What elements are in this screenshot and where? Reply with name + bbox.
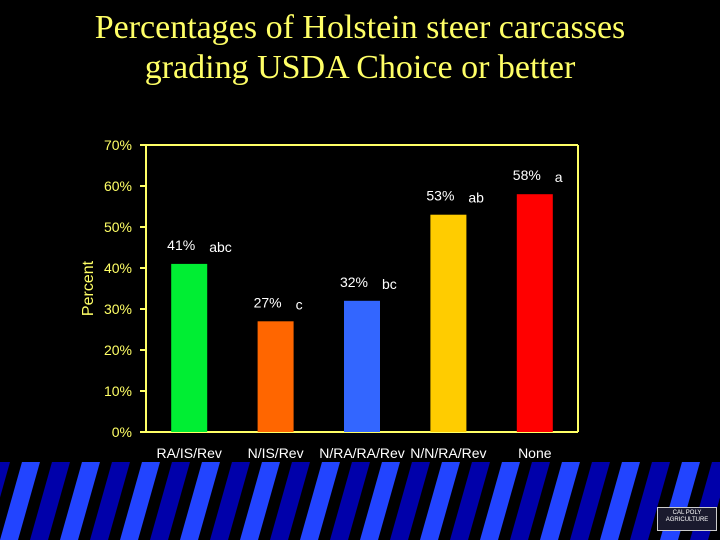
- y-tick-label: 10%: [104, 383, 132, 399]
- diagonal-stripe: [450, 462, 490, 540]
- diagonal-stripe: [480, 462, 520, 540]
- y-tick-label: 20%: [104, 342, 132, 358]
- diagonal-stripe: [30, 462, 70, 540]
- bar-chart: 0% 10% 20% 30% 40% 50% 60% 70% Percent RA/IS/Rev…: [80, 137, 579, 461]
- chart-axes: 0% 10% 20% 30% 40% 50% 60% 70% Percent: [80, 137, 579, 440]
- title-line-2: grading USDA Choice or better: [144, 49, 576, 86]
- y-tick-label: 30%: [104, 301, 132, 317]
- category-label: N/N/RA/Rev: [410, 445, 486, 461]
- diagonal-stripe: [540, 462, 580, 540]
- diagonal-stripe: [240, 462, 280, 540]
- category-label: None: [518, 445, 552, 461]
- diagonal-stripe: [510, 462, 550, 540]
- y-tick-label: 40%: [104, 260, 132, 276]
- diagonal-stripe: [300, 462, 340, 540]
- significance-letter: a: [555, 169, 563, 185]
- bar-4: [430, 214, 467, 432]
- data-label: 41%: [167, 237, 195, 253]
- diagonal-stripe: [600, 462, 640, 540]
- diagonal-stripe: [210, 462, 250, 540]
- title-line-1: Percentages of Holstein steer carcasses: [94, 9, 626, 46]
- significance-letter: abc: [209, 239, 232, 255]
- significance-letter: c: [296, 296, 303, 312]
- category-label: N/RA/RA/Rev: [319, 445, 405, 461]
- chart-bars: [171, 194, 553, 432]
- y-axis-title: Percent: [80, 260, 97, 316]
- diagonal-stripe: [420, 462, 460, 540]
- logo-line-2: AGRICULTURE: [665, 517, 709, 523]
- category-label: N/IS/Rev: [248, 445, 304, 461]
- diagonal-stripe: [390, 462, 430, 540]
- diagonal-stripe: [0, 462, 40, 540]
- y-tick-label: 70%: [104, 137, 132, 153]
- diagonal-stripe: [180, 462, 220, 540]
- y-tick-label: 0%: [112, 424, 132, 440]
- bar-5: [516, 194, 553, 432]
- significance-letter: ab: [468, 190, 484, 206]
- y-tick-label: 60%: [104, 178, 132, 194]
- category-label: RA/IS/Rev: [157, 445, 222, 461]
- diagonal-stripe: [150, 462, 190, 540]
- bar-1: [171, 263, 208, 432]
- y-tick-label: 50%: [104, 219, 132, 235]
- significance-letter: bc: [382, 276, 397, 292]
- diagonal-stripe: [120, 462, 160, 540]
- data-label: 27%: [254, 294, 282, 310]
- decorative-stripe-band: [0, 462, 720, 540]
- diagonal-stripe: [60, 462, 100, 540]
- stripe-pattern: [0, 462, 720, 540]
- diagonal-stripe: [270, 462, 310, 540]
- data-label: 32%: [340, 274, 368, 290]
- diagonal-stripe: [570, 462, 610, 540]
- diagonal-stripe: [360, 462, 400, 540]
- cal-poly-logo: CAL POLY AGRICULTURE: [657, 507, 717, 531]
- diagonal-stripe: [90, 462, 130, 540]
- slide-title: Percentages of Holstein steer carcasses …: [0, 8, 720, 88]
- data-label: 53%: [426, 188, 454, 204]
- diagonal-stripe: [330, 462, 370, 540]
- diagonal-stripe: [630, 462, 670, 540]
- bar-2: [257, 321, 294, 432]
- logo-line-1: CAL POLY: [672, 510, 702, 516]
- data-label: 58%: [513, 167, 541, 183]
- bar-3: [344, 300, 380, 432]
